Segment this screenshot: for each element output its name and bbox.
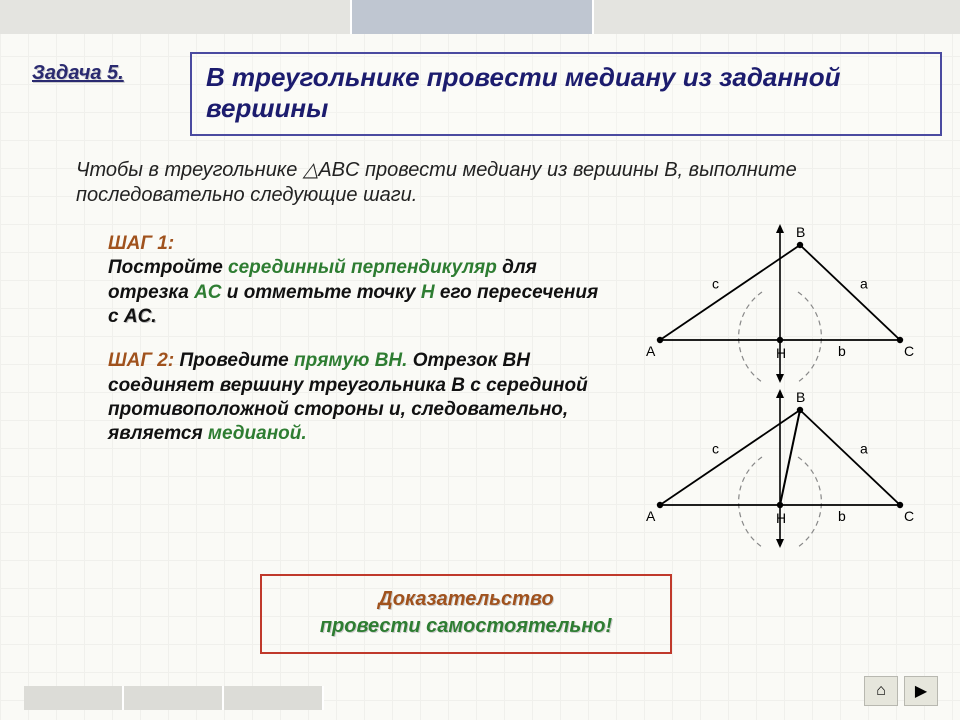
title-box: В треугольнике провести медиану из задан… <box>190 52 942 136</box>
step1-g1: серединный перпендикуляр <box>228 257 502 278</box>
figure-1: A B C Hc a b <box>640 220 920 385</box>
step-2: ШАГ 2: Проведите прямую BH. Отрезок BH с… <box>108 349 608 446</box>
svg-text:C: C <box>904 343 914 359</box>
home-icon: ⌂ <box>876 682 886 700</box>
bottom-decor-bar <box>24 686 324 710</box>
intro-triangle: △ABC <box>303 159 360 181</box>
svg-text:c: c <box>712 441 719 457</box>
task-number: Задача 5. <box>32 62 124 85</box>
svg-text:C: C <box>904 508 914 524</box>
step2-t1: Проведите <box>174 350 294 371</box>
step1-t1: Постройте <box>108 257 228 278</box>
svg-text:b: b <box>838 343 846 359</box>
proof-box: Доказательство провести самостоятельно! <box>260 574 672 654</box>
svg-text:a: a <box>860 441 868 457</box>
intro-text: Чтобы в треугольнике △ABC провести медиа… <box>76 158 906 208</box>
step-1: ШАГ 1: Постройте серединный перпендикуля… <box>108 232 608 329</box>
svg-text:A: A <box>646 343 656 359</box>
svg-text:b: b <box>838 508 846 524</box>
svg-text:B: B <box>796 224 805 240</box>
svg-text:H: H <box>776 345 786 361</box>
svg-text:B: B <box>796 389 805 405</box>
svg-text:a: a <box>860 276 868 292</box>
figures: A B C Hc a b A B C Hc a b <box>640 220 920 550</box>
svg-text:H: H <box>776 510 786 526</box>
step1-g3: H <box>421 282 435 303</box>
next-icon: ▶ <box>915 681 927 701</box>
step2-g2: медианой. <box>208 423 307 444</box>
step1-label: ШАГ 1: <box>108 233 174 254</box>
step2-label: ШАГ 2: <box>108 350 174 371</box>
step1-g2: AC <box>194 282 221 303</box>
home-button[interactable]: ⌂ <box>864 676 898 706</box>
proof-line2: провести самостоятельно! <box>276 613 656 640</box>
step1-ac: AC. <box>124 306 157 327</box>
svg-text:A: A <box>646 508 656 524</box>
svg-text:c: c <box>712 276 719 292</box>
step1-t3: и отметьте точку <box>222 282 421 303</box>
step2-g1: прямую BH. <box>294 350 407 371</box>
figure-2: A B C Hc a b <box>640 385 920 550</box>
intro-prefix: Чтобы в треугольнике <box>76 159 303 181</box>
next-button[interactable]: ▶ <box>904 676 938 706</box>
proof-line1: Доказательство <box>276 586 656 613</box>
